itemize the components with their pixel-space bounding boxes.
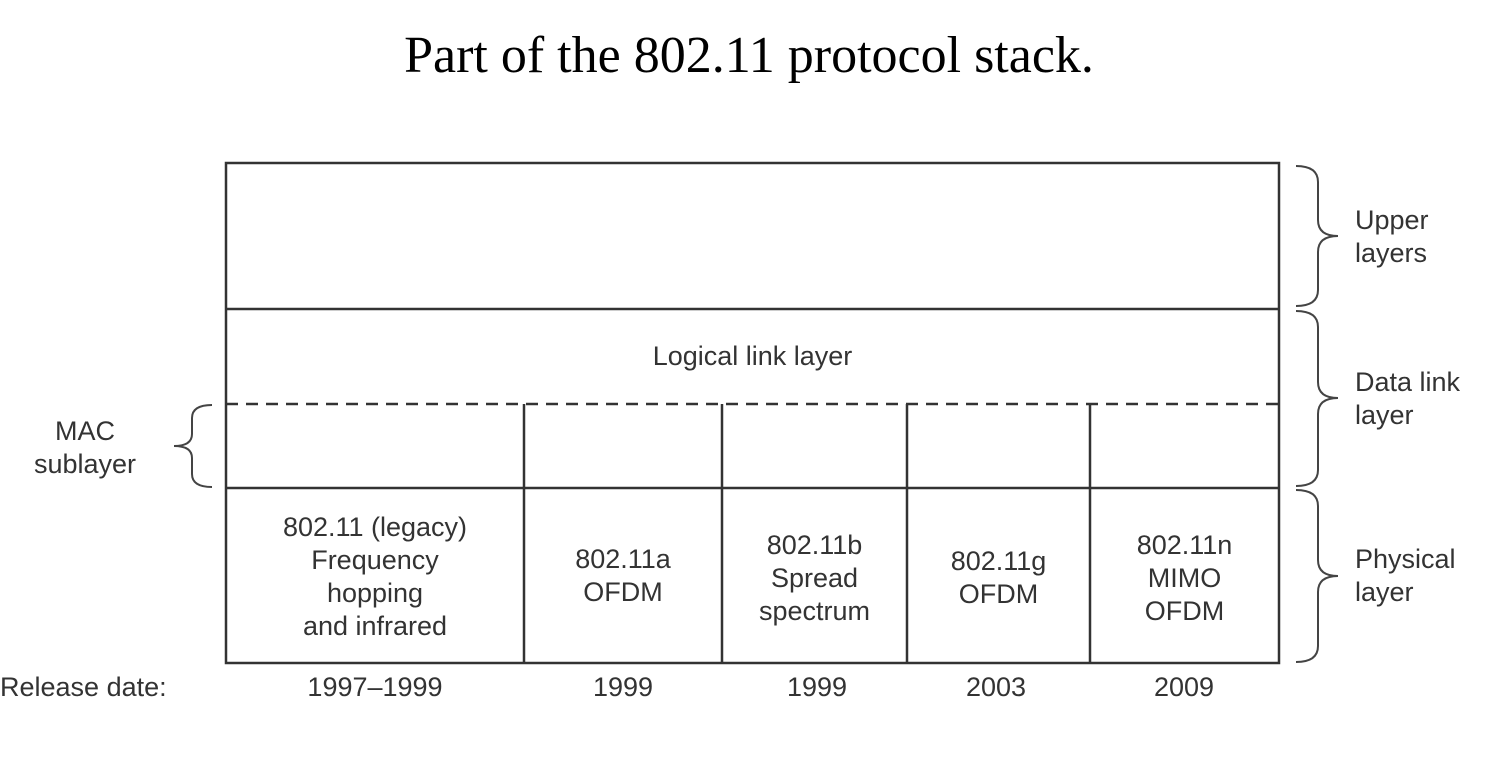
label-line: MAC xyxy=(55,416,115,446)
cell-line: 802.11b xyxy=(766,530,863,560)
data-link-brace xyxy=(1295,310,1339,487)
cell-line: and infrared xyxy=(302,611,448,641)
label-line: layers xyxy=(1355,238,1428,268)
cell-line: OFDM xyxy=(1144,596,1225,626)
release-year-80211b: 1999 xyxy=(786,672,848,702)
data-link-layer-label: Data link layer xyxy=(1355,366,1460,432)
cell-line: 802.11 (legacy) xyxy=(282,512,468,542)
cell-line: Spread xyxy=(770,563,859,593)
physical-cell-80211n: 802.11n MIMO OFDM xyxy=(1090,529,1279,628)
page-title: Part of the 802.11 protocol stack. xyxy=(404,27,1094,84)
cell-line: 802.11g xyxy=(950,546,1047,576)
stack-outer-frame xyxy=(224,161,1281,665)
cell-line: hopping xyxy=(326,578,424,608)
physical-layer-brace xyxy=(1295,489,1339,663)
label-line: sublayer xyxy=(33,449,137,479)
upper-layers-label: Upper layers xyxy=(1355,204,1429,270)
release-year-80211n: 2009 xyxy=(1153,672,1215,702)
mac-sublayer-brace xyxy=(173,404,213,488)
release-year-80211a: 1999 xyxy=(592,672,654,702)
physical-cell-80211g: 802.11g OFDM xyxy=(907,545,1090,611)
upper-layers-brace xyxy=(1295,165,1339,307)
label-line: Upper xyxy=(1355,205,1429,235)
label-line: layer xyxy=(1355,400,1414,430)
physical-cell-80211a: 802.11a OFDM xyxy=(524,543,722,609)
physical-cell-legacy: 802.11 (legacy) Frequency hopping and in… xyxy=(226,511,524,643)
cell-line: 802.11n xyxy=(1136,530,1233,560)
cell-line: Frequency xyxy=(311,545,439,575)
physical-cell-80211b: 802.11b Spread spectrum xyxy=(722,529,907,628)
release-year-80211g: 2003 xyxy=(965,672,1027,702)
cell-line: 802.11a xyxy=(575,544,671,574)
cell-line: OFDM xyxy=(583,577,663,607)
release-date-label: Release date: xyxy=(0,672,167,702)
physical-layer-label: Physical layer xyxy=(1355,543,1456,609)
cell-line: MIMO xyxy=(1147,563,1222,593)
cell-line: spectrum xyxy=(758,596,871,626)
cell-line: OFDM xyxy=(958,579,1039,609)
label-line: layer xyxy=(1355,577,1414,607)
label-line: Data link xyxy=(1355,367,1461,397)
label-line: Physical xyxy=(1355,544,1456,574)
logical-link-layer-label: Logical link layer xyxy=(652,341,853,371)
mac-sublayer-label: MAC sublayer xyxy=(0,415,170,481)
release-year-legacy: 1997–1999 xyxy=(307,672,443,702)
